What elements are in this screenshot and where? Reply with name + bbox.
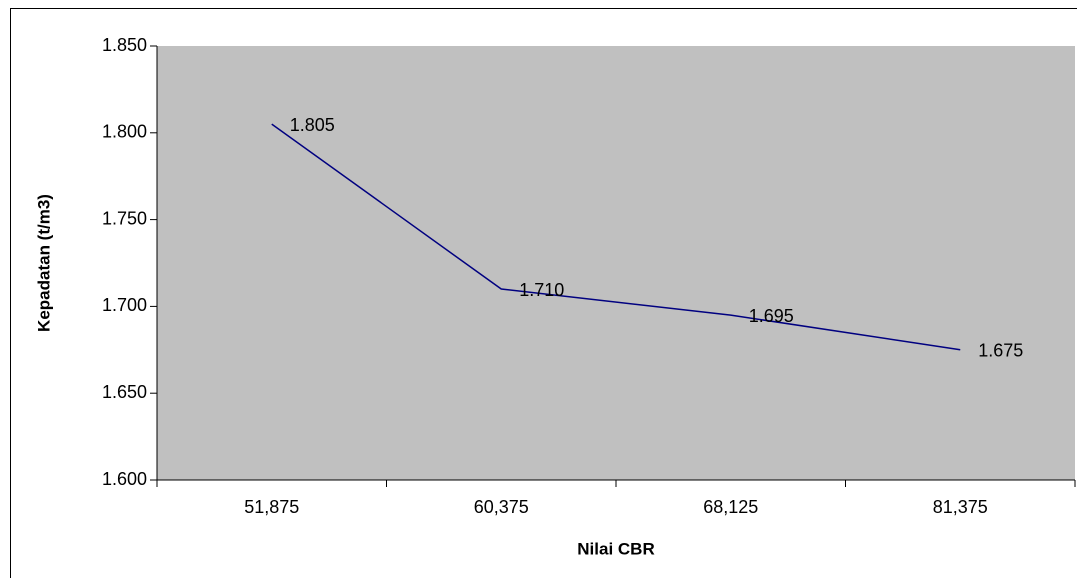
y-tick-label: 1.750 xyxy=(102,208,147,228)
x-tick-label: 81,375 xyxy=(933,497,988,517)
y-tick-label: 1.600 xyxy=(102,469,147,489)
y-tick-label: 1.650 xyxy=(102,382,147,402)
data-label: 1.805 xyxy=(290,115,335,135)
y-tick-label: 1.700 xyxy=(102,295,147,315)
data-label: 1.695 xyxy=(749,306,794,326)
y-tick-label: 1.800 xyxy=(102,122,147,142)
data-line xyxy=(271,123,961,351)
data-label: 1.675 xyxy=(978,341,1023,361)
y-tick-label: 1.850 xyxy=(102,35,147,55)
x-tick-label: 60,375 xyxy=(474,497,529,517)
x-tick-label: 68,125 xyxy=(703,497,758,517)
x-axis-title: Nilai CBR xyxy=(577,539,654,558)
y-axis-title: Kepadatan (t/m3) xyxy=(34,194,53,332)
data-label: 1.710 xyxy=(519,280,564,300)
x-tick-label: 51,875 xyxy=(244,497,299,517)
plot-area xyxy=(157,46,1075,480)
